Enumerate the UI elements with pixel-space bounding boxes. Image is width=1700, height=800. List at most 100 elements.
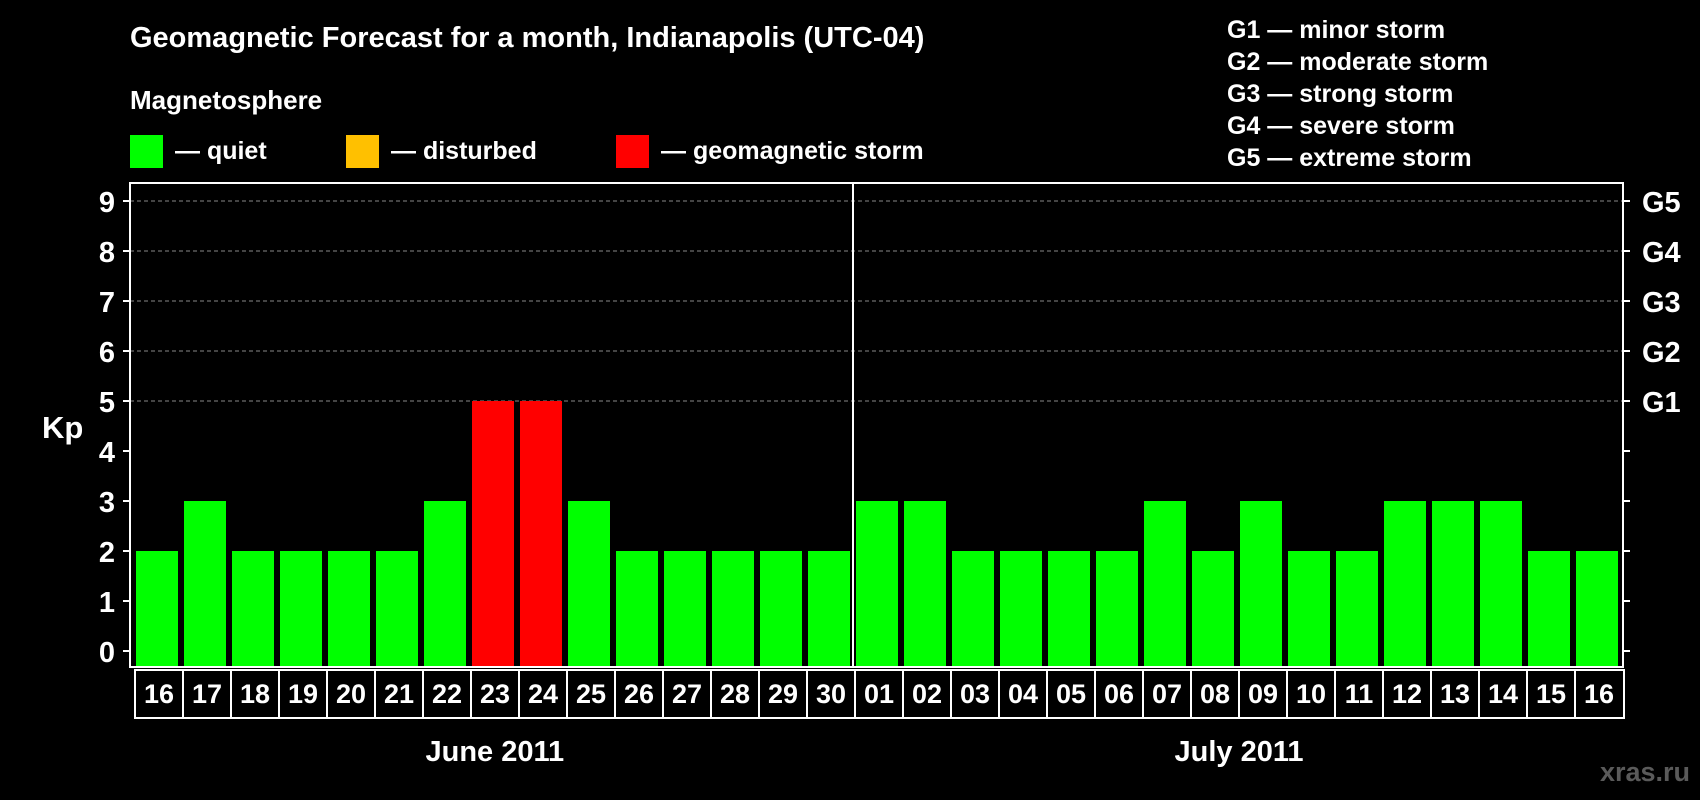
date-label-01: 01 [864, 679, 894, 709]
date-label-19: 19 [288, 679, 318, 709]
bar-07 [1144, 501, 1186, 667]
date-label-29: 29 [768, 679, 798, 709]
y-tick-label: 4 [99, 437, 115, 469]
date-label-05: 05 [1056, 679, 1086, 709]
y-axis-label: Kp [42, 410, 84, 445]
bar-14 [1480, 501, 1522, 667]
y-tick-label: 5 [99, 387, 115, 419]
legend-quiet-swatch [130, 134, 163, 168]
date-label-27: 27 [672, 679, 702, 709]
date-label-09: 09 [1248, 679, 1278, 709]
bar-16 [1576, 551, 1618, 667]
bar-01 [856, 501, 898, 667]
y-tick-label: 7 [99, 287, 115, 319]
date-label-26: 26 [624, 679, 654, 709]
y-tick-label: 1 [99, 587, 115, 619]
bar-26 [616, 551, 658, 667]
bar-28 [712, 551, 754, 667]
bar-09 [1240, 501, 1282, 667]
date-label-08: 08 [1200, 679, 1230, 709]
watermark: xras.ru [1599, 757, 1690, 787]
y-tick-label: 6 [99, 337, 115, 369]
bar-21 [376, 551, 418, 667]
bar-24 [520, 401, 562, 667]
date-label-21: 21 [384, 679, 414, 709]
g-scale-label: G3 [1642, 287, 1681, 319]
g-scale-label: G5 [1642, 187, 1681, 219]
legend-storm: — geomagnetic storm [616, 134, 924, 168]
bar-27 [664, 551, 706, 667]
date-label-25: 25 [576, 679, 606, 709]
date-label-04: 04 [1008, 679, 1038, 709]
storm-scale-g4: G4 — severe storm [1227, 112, 1455, 140]
month-label-june: June 2011 [425, 736, 565, 768]
bar-11 [1336, 551, 1378, 667]
g-scale-label: G2 [1642, 337, 1681, 369]
date-label-14: 14 [1488, 679, 1518, 709]
date-label-03: 03 [960, 679, 990, 709]
legend-disturbed-label: — disturbed [391, 136, 537, 165]
storm-scale-legend: G1 — minor storm G2 — moderate storm G3 … [1227, 14, 1488, 174]
bar-08 [1192, 551, 1234, 667]
bar-15 [1528, 551, 1570, 667]
bar-19 [280, 551, 322, 667]
bar-05 [1048, 551, 1090, 667]
date-label-12: 12 [1392, 679, 1422, 709]
storm-scale-g5: G5 — extreme storm [1227, 144, 1472, 172]
bar-03 [952, 551, 994, 667]
g-scale-label: G1 [1642, 387, 1681, 419]
y-tick-label: 3 [99, 487, 115, 519]
legend-quiet: — quiet [130, 134, 267, 168]
chart-title: Geomagnetic Forecast for a month, Indian… [130, 22, 925, 54]
date-label-06: 06 [1104, 679, 1134, 709]
date-label-02: 02 [912, 679, 942, 709]
bar-22 [424, 501, 466, 667]
bar-10 [1288, 551, 1330, 667]
date-label-30: 30 [816, 679, 846, 709]
date-label-28: 28 [720, 679, 750, 709]
bar-06 [1096, 551, 1138, 667]
date-row-frame [134, 669, 1625, 719]
date-label-10: 10 [1296, 679, 1326, 709]
legend-quiet-label: — quiet [175, 136, 267, 165]
legend-storm-swatch [616, 134, 649, 168]
y-tick-label: 0 [99, 637, 115, 669]
storm-scale-g2: G2 — moderate storm [1227, 48, 1489, 76]
date-label-07: 07 [1152, 679, 1182, 709]
bar-12 [1384, 501, 1426, 667]
bar-20 [328, 551, 370, 667]
storm-scale-g3: G3 — strong storm [1227, 80, 1454, 108]
storm-scale-g1: G1 — minor storm [1227, 16, 1446, 44]
magnetosphere-label: Magnetosphere [130, 85, 323, 115]
date-label-23: 23 [480, 679, 510, 709]
date-label-13: 13 [1440, 679, 1470, 709]
y-tick-label: 8 [99, 237, 115, 269]
date-label-15: 15 [1536, 679, 1566, 709]
date-label-16: 16 [144, 679, 174, 709]
bar-23 [472, 401, 514, 667]
bar-17 [184, 501, 226, 667]
date-label-16: 16 [1584, 679, 1614, 709]
bar-16 [136, 551, 178, 667]
date-label-20: 20 [336, 679, 366, 709]
date-label-18: 18 [240, 679, 270, 709]
bar-02 [904, 501, 946, 667]
date-label-24: 24 [528, 679, 558, 709]
y-tick-label: 2 [99, 537, 115, 569]
bar-04 [1000, 551, 1042, 667]
bar-29 [760, 551, 802, 667]
bar-25 [568, 501, 610, 667]
legend-storm-label: — geomagnetic storm [661, 136, 924, 165]
date-label-22: 22 [432, 679, 462, 709]
month-label-july: July 2011 [1174, 736, 1304, 768]
legend-disturbed: — disturbed [346, 134, 537, 168]
plot-frame [129, 182, 1624, 668]
date-label-17: 17 [192, 679, 222, 709]
bar-18 [232, 551, 274, 667]
y-tick-label: 9 [99, 187, 115, 219]
g-scale-label: G4 [1642, 237, 1681, 269]
legend-disturbed-swatch [346, 134, 379, 168]
bar-13 [1432, 501, 1474, 667]
date-label-11: 11 [1345, 679, 1374, 709]
